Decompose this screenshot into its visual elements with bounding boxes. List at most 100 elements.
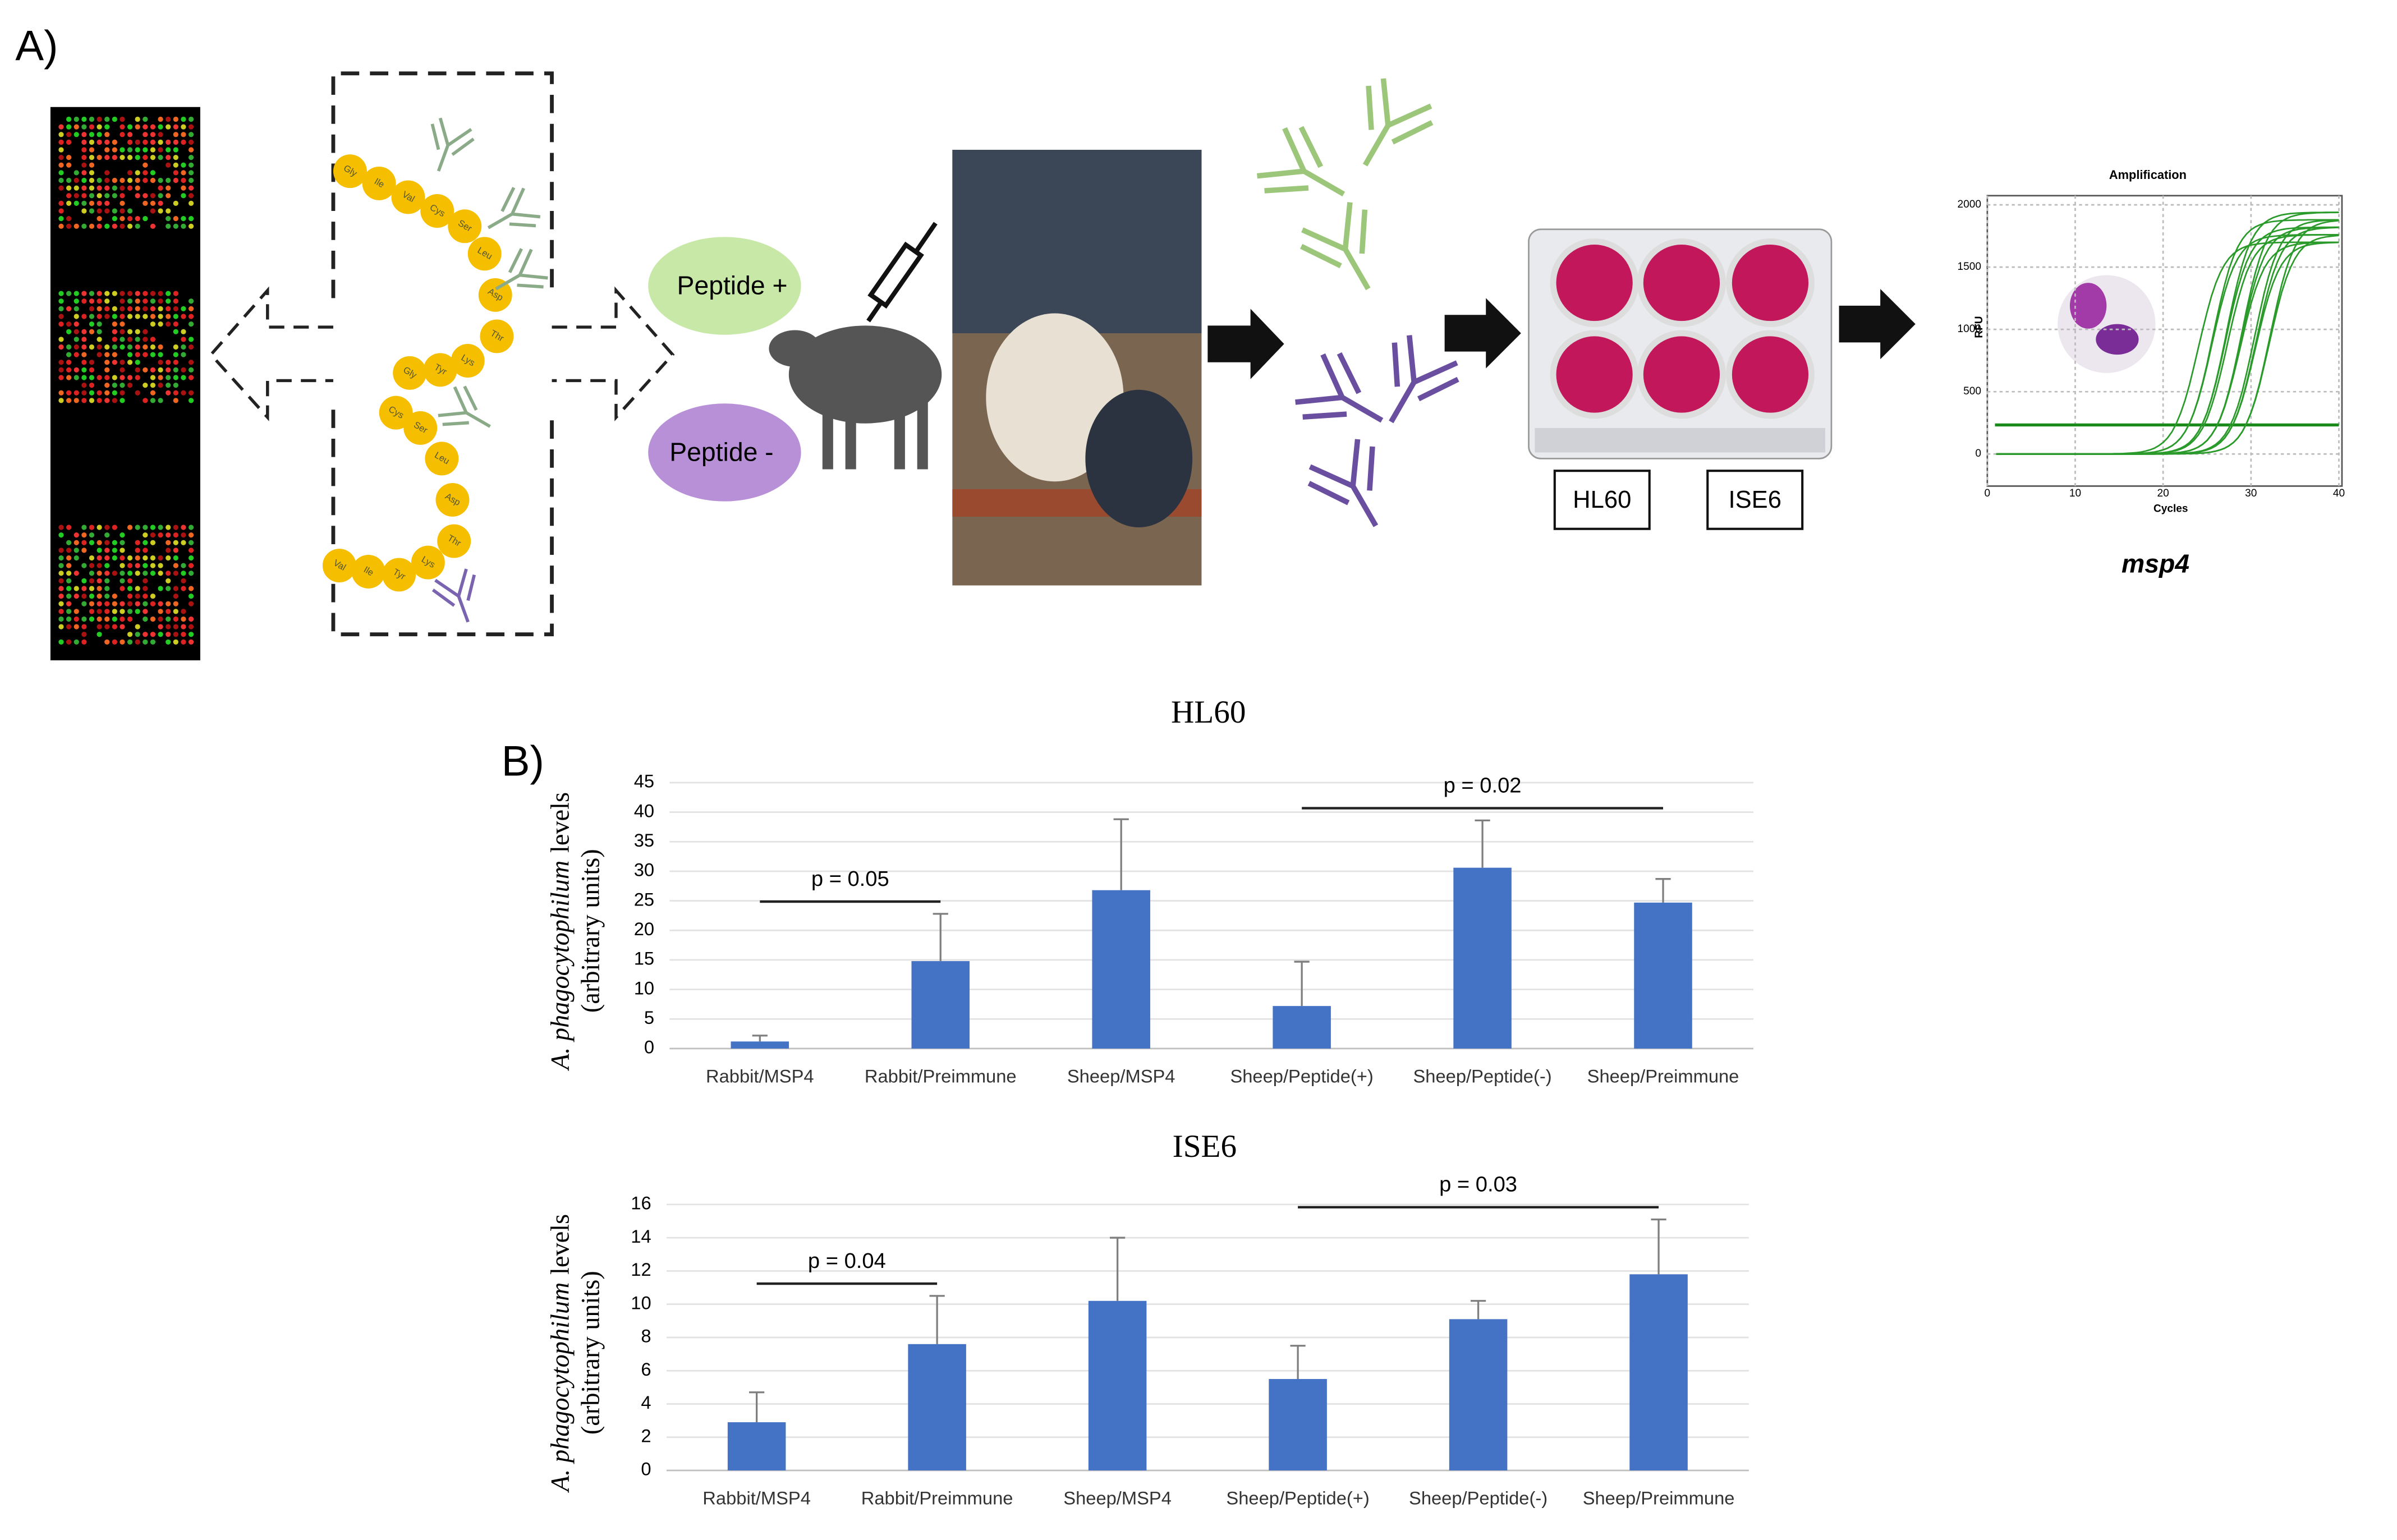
x-tick-label: Rabbit/Preimmune <box>865 1065 1017 1086</box>
spot <box>112 375 117 380</box>
spot <box>74 291 79 296</box>
spot <box>173 532 178 538</box>
peptide-box <box>331 71 554 298</box>
spot <box>66 375 72 380</box>
spot <box>173 601 178 606</box>
spot <box>66 139 72 145</box>
spot <box>120 155 125 160</box>
spot <box>166 639 171 645</box>
spot <box>89 344 95 350</box>
amp-xlabel: Cycles <box>2153 503 2188 514</box>
spot <box>135 216 140 222</box>
spot <box>81 329 87 334</box>
spot <box>120 329 125 334</box>
spot <box>158 298 163 304</box>
spot <box>166 616 171 622</box>
spot <box>127 563 133 568</box>
spot <box>181 116 186 122</box>
spot <box>150 155 156 160</box>
residue-bead <box>382 558 416 592</box>
spot <box>112 360 117 365</box>
spot <box>58 321 64 327</box>
cell-image <box>2096 324 2139 355</box>
peptide-neg-label: Peptide - <box>669 437 773 466</box>
spot <box>120 616 125 622</box>
spot <box>127 337 133 342</box>
spot <box>173 291 178 296</box>
spot <box>66 291 72 296</box>
spot <box>81 382 87 388</box>
spot <box>74 639 79 645</box>
residue-bead <box>435 482 470 517</box>
y-tick-label: 10 <box>631 1292 651 1313</box>
spot <box>181 337 186 342</box>
spot <box>166 223 171 229</box>
spot <box>173 170 178 176</box>
spot <box>112 616 117 622</box>
spot <box>120 344 125 350</box>
spot <box>158 147 163 153</box>
significance-label: p = 0.02 <box>1444 774 1522 798</box>
spot <box>150 382 156 388</box>
spot <box>188 132 194 137</box>
spot <box>150 367 156 373</box>
spot <box>97 563 102 568</box>
spot <box>89 132 95 137</box>
spot <box>74 306 79 312</box>
amplification-plot: Amplification RFU Cycles 050010001500200… <box>1958 168 2345 514</box>
spot <box>97 116 102 122</box>
spot <box>150 398 156 403</box>
spot <box>188 116 194 122</box>
spot <box>143 601 148 606</box>
spot <box>135 291 140 296</box>
spot <box>58 571 64 576</box>
spot <box>188 170 194 176</box>
spot <box>89 525 95 530</box>
spot <box>81 360 87 365</box>
spot <box>150 390 156 396</box>
error-bar <box>1109 1236 1126 1301</box>
spot <box>81 170 87 176</box>
spot <box>89 193 95 199</box>
spot <box>66 367 72 373</box>
spot <box>81 616 87 622</box>
spot <box>66 639 72 645</box>
spot <box>120 223 125 229</box>
spot <box>158 185 163 191</box>
spot <box>74 375 79 380</box>
spot <box>74 337 79 342</box>
amp-ytick: 1000 <box>1958 323 1981 335</box>
spot <box>81 344 87 350</box>
spot <box>173 298 178 304</box>
cell-line-box <box>1706 470 1804 530</box>
spot <box>74 616 79 622</box>
spot <box>81 398 87 403</box>
spot <box>89 170 95 176</box>
spot <box>188 632 194 637</box>
spot <box>112 216 117 222</box>
spot <box>66 124 72 130</box>
spot <box>173 360 178 365</box>
spot <box>104 532 110 538</box>
spot <box>188 298 194 304</box>
spot <box>158 352 163 357</box>
spot <box>181 639 186 645</box>
spot <box>104 540 110 545</box>
spot <box>89 177 95 183</box>
spot <box>173 352 178 357</box>
peptide-box <box>331 410 554 637</box>
spot <box>188 375 194 380</box>
antibody <box>1362 78 1434 167</box>
spot <box>81 298 87 304</box>
spot <box>181 162 186 168</box>
spot <box>89 291 95 296</box>
spot <box>66 593 72 599</box>
spot <box>81 200 87 206</box>
x-tick-label: Sheep/Preimmune <box>1583 1487 1735 1508</box>
spot <box>120 586 125 591</box>
spot <box>89 390 95 396</box>
spot <box>97 555 102 561</box>
spot <box>112 601 117 606</box>
spot <box>188 532 194 538</box>
